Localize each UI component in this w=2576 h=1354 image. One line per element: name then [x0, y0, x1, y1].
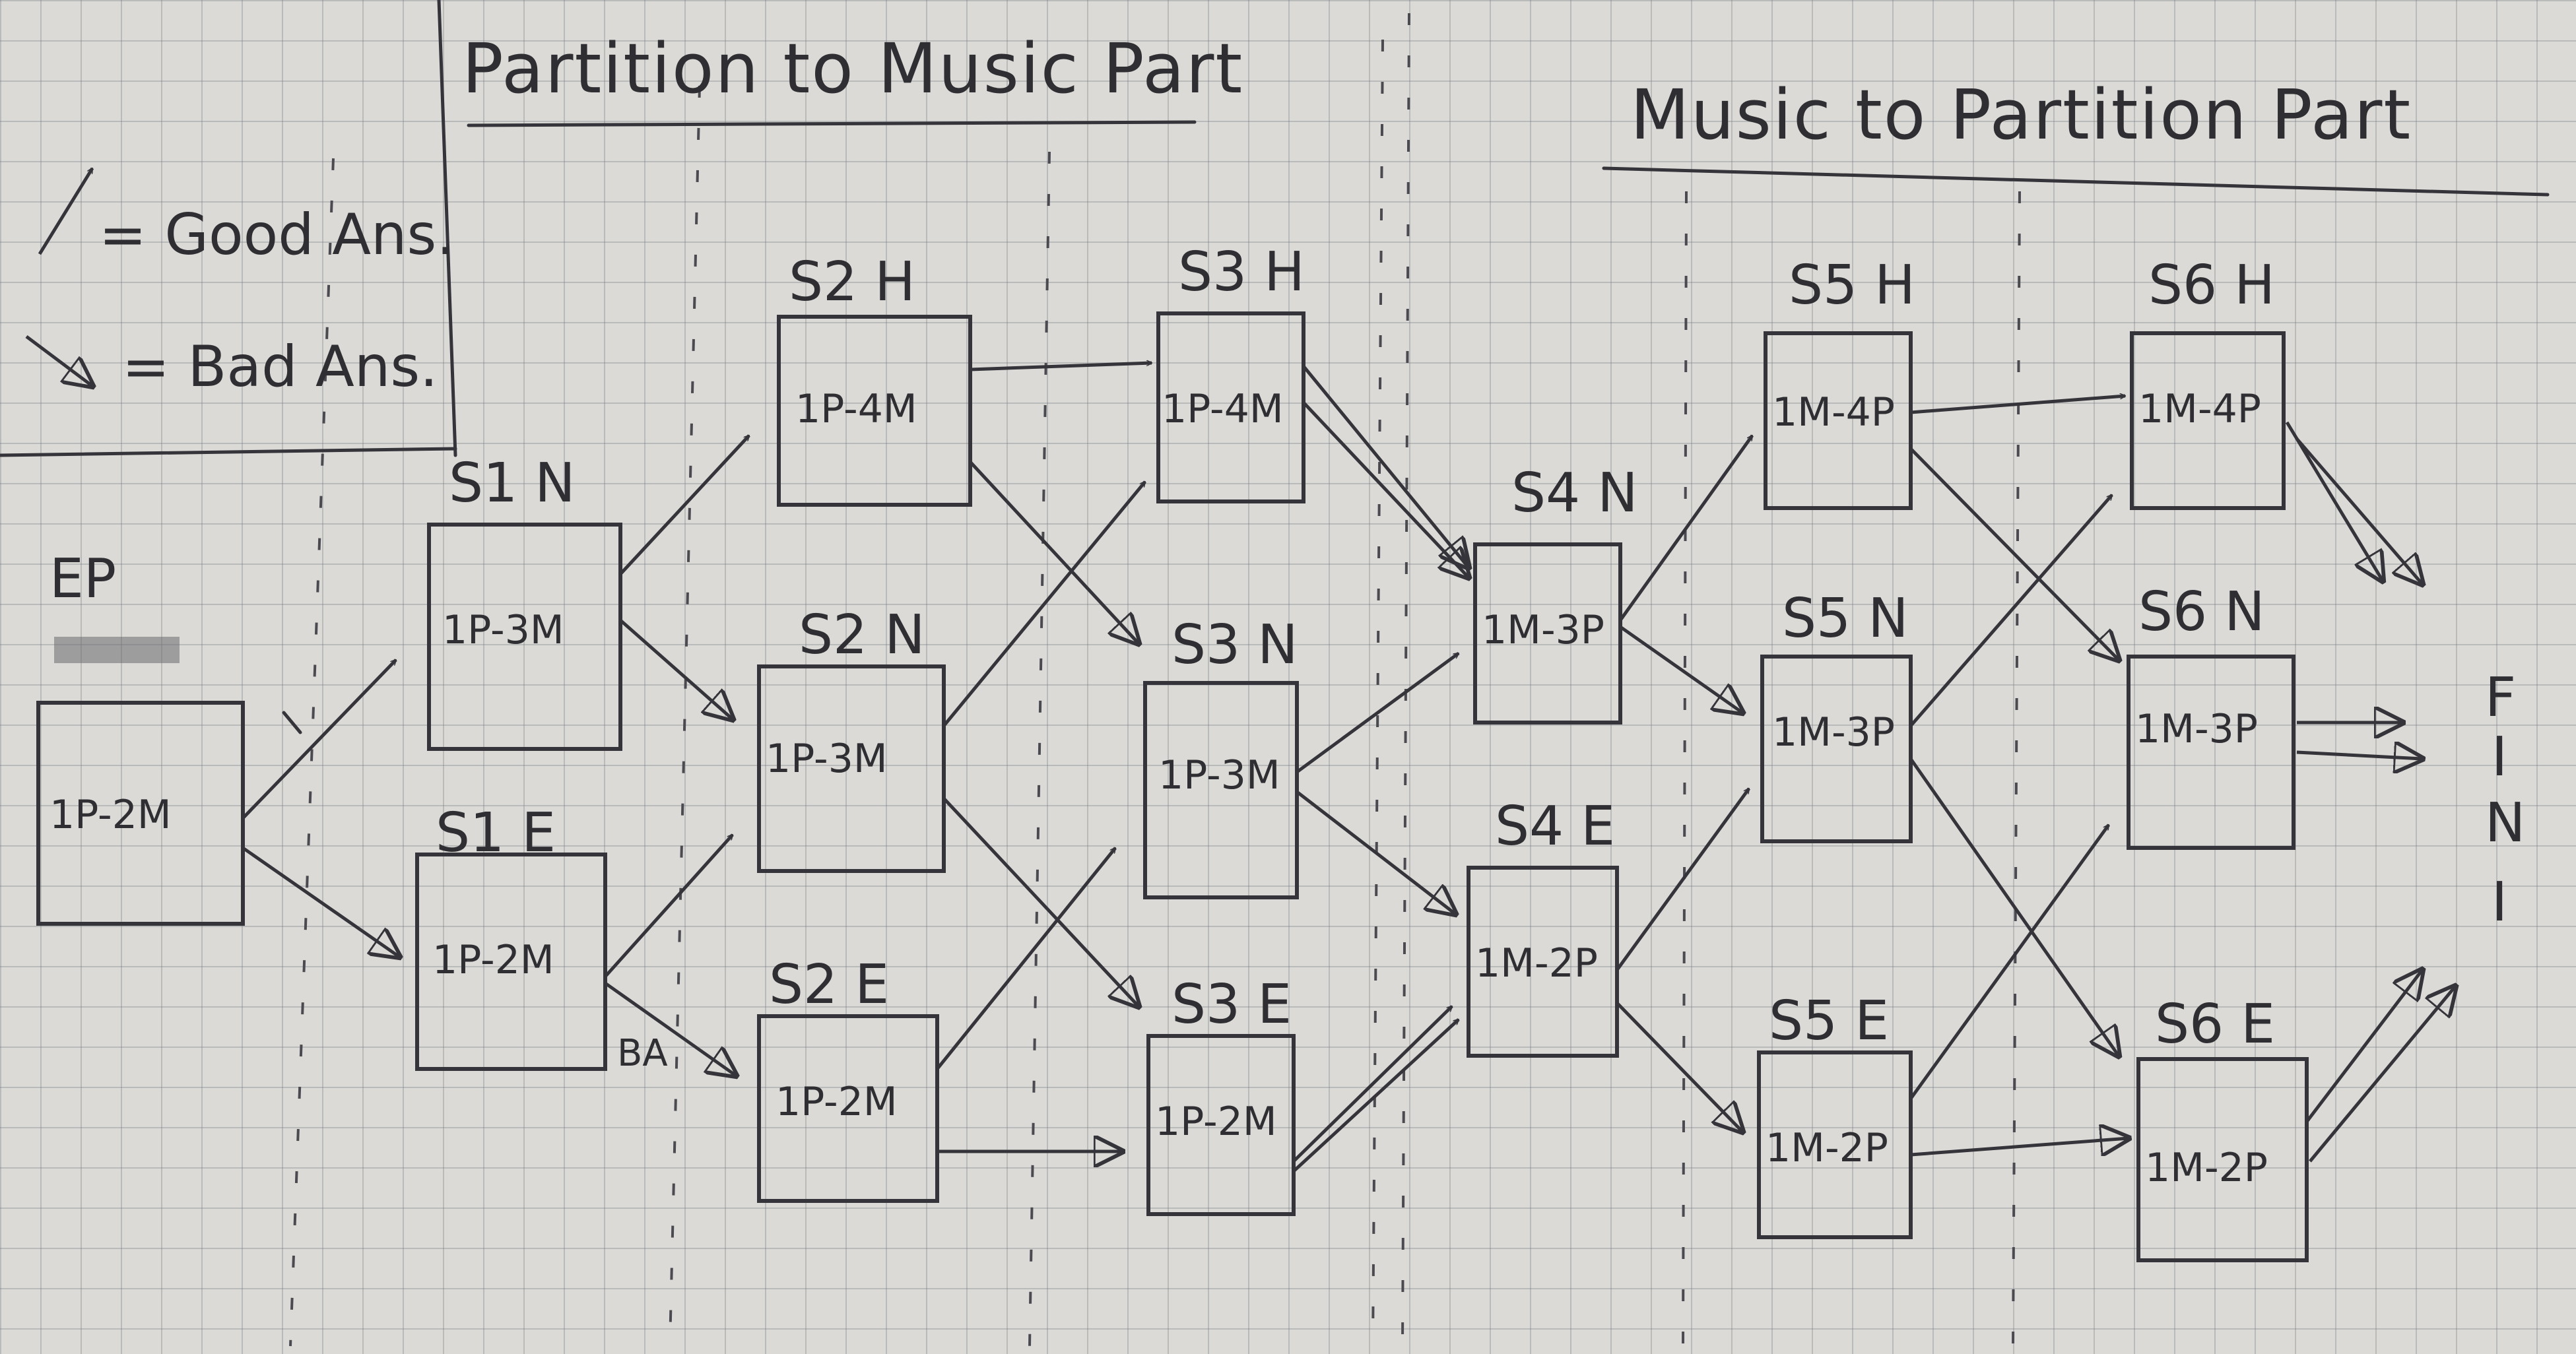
legend-bad: = Bad Ans.: [25, 334, 438, 400]
node-s6e: S6 E 1M-2P: [2136, 993, 2309, 1262]
node-s5n: S5 N 1M-3P: [1760, 587, 1913, 843]
end-marker: F I N I: [2485, 666, 2525, 934]
node-s4e-label: S4 E: [1495, 795, 1615, 858]
end-letter-1: F: [2485, 666, 2516, 729]
node-ep-content: 1P-2M: [50, 792, 172, 838]
node-s3n-label: S3 N: [1172, 614, 1298, 676]
end-letter-4: I: [2492, 871, 2507, 934]
node-s3e: S3 E 1P-2M: [1146, 973, 1296, 1216]
node-s2h-label: S2 H: [789, 251, 915, 313]
good-answer-arrow-icon: [38, 168, 94, 255]
node-s2h-content: 1P-4M: [795, 386, 917, 432]
node-s5e: S5 E 1M-2P: [1757, 990, 1913, 1239]
node-s2n-content: 1P-3M: [766, 736, 888, 782]
node-s1n-label: S1 N: [449, 452, 576, 515]
node-s5h: S5 H 1M-4P: [1764, 254, 1915, 510]
bad-answer-arrow-icon: [25, 335, 92, 386]
node-s1n: S1 N 1P-3M: [427, 452, 622, 751]
title-music-to-partition: Music to Partition Part: [1630, 75, 2412, 155]
node-s6n-label: S6 N: [2138, 581, 2265, 643]
node-s4e-content: 1M-2P: [1475, 940, 1598, 986]
node-s1e-content: 1P-2M: [432, 937, 554, 983]
node-s3h-label: S3 H: [1178, 241, 1305, 304]
node-s6e-label: S6 E: [2155, 993, 2275, 1056]
node-s2e-content: 1P-2M: [776, 1079, 898, 1125]
node-s3h-content: 1P-4M: [1162, 386, 1284, 432]
node-s5e-content: 1M-2P: [1766, 1125, 1888, 1171]
title-partition-to-music: Partition to Music Part: [462, 28, 1243, 109]
node-s6n-content: 1M-3P: [2135, 706, 2258, 752]
legend-good-text: = Good Ans.: [99, 202, 455, 268]
node-s2h: S2 H 1P-4M: [777, 251, 972, 507]
node-s3e-label: S3 E: [1172, 973, 1292, 1036]
node-s1e: S1 E 1P-2M: [415, 802, 607, 1071]
node-s4n-content: 1M-3P: [1482, 607, 1604, 653]
check-mark-icon: [282, 711, 302, 734]
legend-good: = Good Ans.: [38, 168, 455, 268]
legend-bad-text: = Bad Ans.: [122, 334, 438, 400]
node-s3n-content: 1P-3M: [1158, 752, 1280, 798]
node-s2n-label: S2 N: [799, 604, 925, 666]
bad-answer-annotation: BA: [617, 1032, 668, 1075]
node-s2e: S2 E 1P-2M: [757, 953, 939, 1203]
node-s2e-label: S2 E: [769, 953, 889, 1016]
node-s4n-label: S4 N: [1511, 462, 1638, 525]
node-ep: EP 1P-2M: [36, 548, 245, 926]
node-s5n-label: S5 N: [1782, 587, 1909, 650]
node-s5h-content: 1M-4P: [1772, 389, 1895, 435]
node-s6h: S6 H 1M-4P: [2130, 254, 2286, 510]
end-letter-2: I: [2492, 726, 2507, 789]
node-s6h-content: 1M-4P: [2138, 386, 2261, 432]
node-s4n: S4 N 1M-3P: [1473, 462, 1638, 725]
node-s5h-label: S5 H: [1789, 254, 1915, 317]
node-ep-label: EP: [50, 548, 116, 610]
node-s6n: S6 N 1M-3P: [2127, 581, 2295, 850]
stage-dividers: [289, 13, 2021, 1347]
end-letter-3: N: [2485, 792, 2525, 854]
node-s5e-label: S5 E: [1769, 990, 1889, 1052]
node-s3n: S3 N 1P-3M: [1143, 614, 1299, 899]
title-left-underline: [467, 120, 1197, 127]
node-s6h-label: S6 H: [2148, 254, 2275, 317]
node-s4e: S4 E 1M-2P: [1467, 795, 1619, 1058]
node-s3h: S3 H 1P-4M: [1156, 241, 1305, 503]
legend-frame: [0, 0, 457, 457]
node-s1n-content: 1P-3M: [442, 607, 564, 653]
node-s6e-content: 1M-2P: [2145, 1145, 2268, 1191]
node-s5n-content: 1M-3P: [1772, 709, 1895, 756]
node-s2n: S2 N 1P-3M: [757, 604, 946, 873]
node-s3e-content: 1P-2M: [1155, 1099, 1277, 1145]
edges: [242, 363, 2455, 1173]
title-right-underline: [1602, 166, 2550, 197]
scribble-icon: [54, 637, 180, 663]
